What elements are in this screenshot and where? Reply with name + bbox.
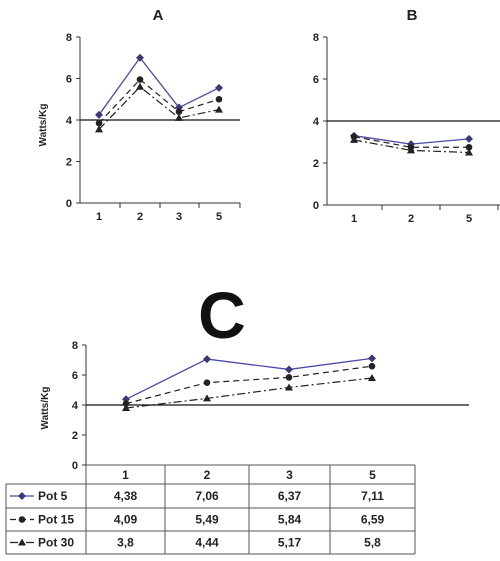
data-point: [136, 53, 144, 62]
legend-label: Pot 5: [38, 489, 68, 503]
data-point: [203, 394, 211, 402]
y-tick-label: 4: [313, 116, 320, 128]
x-tick-label: 2: [137, 211, 143, 223]
data-point: [368, 354, 376, 363]
data-point: [175, 108, 183, 115]
data-point: [285, 374, 293, 381]
data-point: [368, 374, 376, 381]
data-point: [203, 379, 211, 386]
x-tick-label: 3: [176, 211, 182, 223]
data-label: 3,8: [117, 536, 134, 550]
data-point: [215, 95, 223, 103]
y-tick-label: 6: [72, 370, 78, 382]
x-tick-label: 2: [408, 213, 414, 225]
data-point: [285, 365, 293, 374]
data-point: [465, 143, 473, 151]
data-point: [285, 383, 293, 391]
y-tick-label: 8: [313, 32, 319, 44]
data-point: [368, 362, 376, 370]
y-tick-label: 8: [66, 32, 72, 44]
data-label: 5,49: [195, 513, 219, 527]
data-point: [175, 113, 183, 121]
y-axis-label: Watts/Kg: [38, 104, 49, 147]
data-label: 4,09: [114, 513, 138, 527]
data-point: [465, 148, 473, 156]
y-tick-label: 0: [72, 460, 78, 472]
data-label: 6,37: [278, 489, 302, 503]
data-point: [215, 83, 223, 92]
data-point: [407, 146, 415, 154]
series-line: [98, 85, 220, 130]
panel-title: B: [407, 7, 418, 24]
x-tick-label: 2: [204, 468, 211, 482]
data-point: [122, 400, 130, 407]
data-point: [95, 119, 103, 127]
data-point: [136, 82, 144, 90]
y-tick-label: 4: [66, 115, 73, 127]
data-label: 5,8: [364, 536, 381, 550]
y-tick-label: 0: [313, 200, 319, 212]
panel-title: C: [198, 278, 246, 352]
data-label: 6,59: [361, 513, 385, 527]
data-point: [95, 110, 103, 119]
data-label: 4,38: [114, 489, 138, 503]
data-point: [350, 135, 358, 143]
x-tick-label: 3: [286, 468, 293, 482]
legend-label: Pot 15: [38, 513, 74, 527]
data-label: 5,84: [278, 513, 302, 527]
data-label: 7,11: [361, 489, 384, 503]
y-tick-label: 6: [66, 74, 72, 86]
data-label: 4,44: [195, 536, 219, 550]
data-point: [215, 105, 223, 113]
data-point: [136, 76, 144, 83]
x-tick-label: 5: [466, 213, 472, 225]
legend-marker: [18, 516, 26, 523]
y-tick-label: 0: [66, 198, 72, 210]
series-line: [125, 377, 373, 409]
x-tick-label: 1: [96, 211, 102, 223]
y-tick-label: 4: [72, 400, 79, 412]
legend-marker: [18, 492, 26, 500]
data-label: 7,06: [195, 489, 219, 503]
data-point: [203, 355, 211, 364]
x-tick-label: 5: [216, 211, 222, 223]
legend-label: Pot 30: [38, 536, 74, 550]
y-tick-label: 2: [313, 158, 319, 170]
legend-marker: [18, 538, 26, 546]
x-tick-label: 1: [122, 468, 129, 482]
series-line: [98, 78, 220, 124]
series-line: [98, 56, 220, 116]
series-line: [125, 365, 373, 405]
y-axis-label: Watts/Kg: [40, 387, 51, 430]
y-tick-label: 6: [313, 74, 319, 86]
x-tick-label: 5: [369, 468, 376, 482]
data-point: [95, 125, 103, 133]
panel-title: A: [153, 7, 164, 24]
y-tick-label: 8: [72, 340, 78, 352]
series-line: [125, 357, 373, 400]
data-point: [465, 134, 473, 143]
data-point: [122, 404, 130, 411]
x-tick-label: 1: [351, 213, 357, 225]
data-label: 5,17: [278, 536, 302, 550]
y-tick-label: 2: [66, 157, 72, 169]
series-line: [353, 139, 470, 154]
y-tick-label: 2: [72, 430, 78, 442]
